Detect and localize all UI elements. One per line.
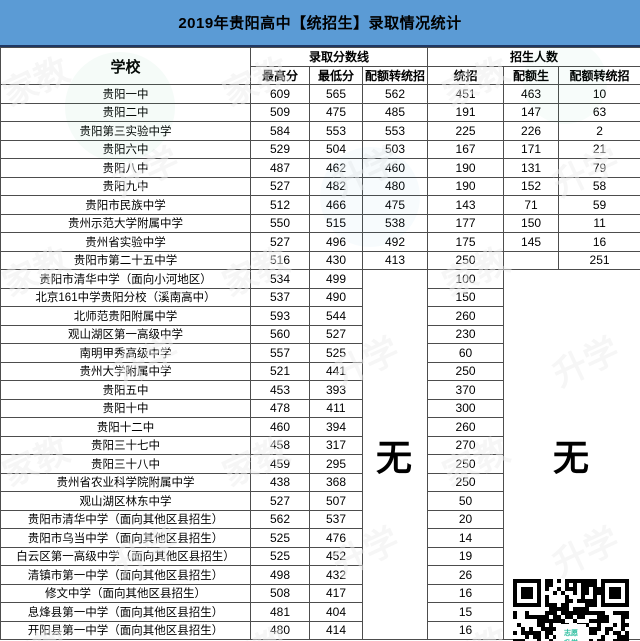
svg-text:志愿: 志愿 <box>564 628 578 637</box>
